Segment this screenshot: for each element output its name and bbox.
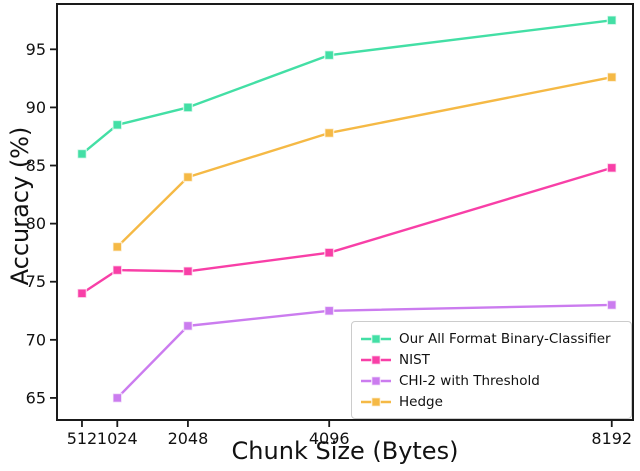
y-tick-label: 70: [26, 330, 46, 349]
legend-marker-icon: [361, 333, 391, 344]
legend-entry-hedge: Hedge: [360, 391, 623, 412]
data-point-marker-nist: [76, 288, 88, 299]
y-tick-label: 95: [26, 40, 46, 59]
legend-label: Our All Format Binary-Classifier: [399, 330, 611, 347]
y-tick-label: 65: [26, 388, 46, 407]
series-line-hedge: [116, 76, 613, 249]
data-point-marker-chi-2-with-threshold: [182, 320, 194, 331]
data-point-marker-chi-2-with-threshold: [112, 392, 123, 404]
y-tick-label: 80: [26, 214, 46, 233]
legend-entry-our-all-format-binary-classifier: Our All Format Binary-Classifier: [360, 328, 623, 349]
legend-entry-chi-2-with-threshold: CHI-2 with Threshold: [360, 370, 623, 391]
chart-legend: Our All Format Binary-Classifier NIST CHI-…: [351, 321, 632, 419]
x-tick-label: 2048: [168, 429, 209, 448]
data-point-marker-our-all-format-binary-classifier: [182, 102, 194, 113]
x-tick-label: 512: [67, 429, 98, 448]
data-point-marker-hedge: [324, 127, 335, 139]
data-point-marker-hedge: [182, 172, 194, 183]
legend-marker-icon: [361, 396, 391, 407]
data-point-marker-chi-2-with-threshold: [324, 305, 335, 316]
data-point-marker-our-all-format-binary-classifier: [76, 148, 88, 159]
legend-label: Hedge: [399, 393, 443, 410]
series-line-chi-2-with-threshold: [116, 303, 613, 400]
data-point-marker-hedge: [112, 241, 123, 252]
legend-label: NIST: [399, 351, 430, 368]
data-point-marker-chi-2-with-threshold: [606, 299, 617, 311]
x-axis-label: Chunk Size (Bytes): [231, 437, 459, 465]
y-axis-label: Accuracy (%): [6, 126, 34, 286]
legend-marker-icon: [361, 375, 391, 386]
data-point-marker-our-all-format-binary-classifier: [324, 50, 335, 61]
data-point-marker-nist: [182, 266, 194, 277]
x-tick-label: 1024: [97, 429, 138, 448]
legend-entry-nist: NIST: [360, 349, 623, 370]
y-tick-label: 90: [26, 98, 46, 117]
data-point-marker-nist: [606, 162, 617, 173]
data-point-marker-our-all-format-binary-classifier: [112, 119, 123, 130]
x-tick-label: 4096: [309, 429, 350, 448]
data-point-marker-nist: [324, 247, 335, 258]
y-tick-label: 75: [26, 272, 46, 291]
legend-marker-icon: [361, 354, 391, 365]
legend-label: CHI-2 with Threshold: [399, 372, 540, 389]
y-tick-label: 85: [26, 156, 46, 175]
data-point-marker-nist: [112, 265, 123, 276]
x-tick-label: 8192: [591, 429, 632, 448]
data-point-marker-hedge: [606, 72, 617, 83]
data-point-marker-our-all-format-binary-classifier: [606, 15, 617, 26]
